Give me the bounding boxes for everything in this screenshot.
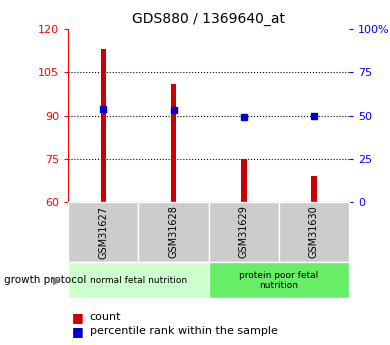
Bar (171, 84, 176, 202)
Text: percentile rank within the sample: percentile rank within the sample (90, 326, 278, 336)
Bar (241, 159, 246, 202)
Text: ■: ■ (72, 325, 84, 338)
Title: GDS880 / 1369640_at: GDS880 / 1369640_at (132, 11, 285, 26)
Text: GSM31629: GSM31629 (239, 206, 249, 258)
Text: GSM31628: GSM31628 (168, 206, 179, 258)
Text: protein poor fetal
nutrition: protein poor fetal nutrition (239, 270, 319, 290)
Text: GSM31627: GSM31627 (98, 206, 108, 258)
Text: ■: ■ (72, 311, 84, 324)
Text: ▶: ▶ (53, 275, 61, 285)
Bar (101, 49, 106, 202)
Text: normal fetal nutrition: normal fetal nutrition (90, 276, 187, 285)
Text: GSM31630: GSM31630 (309, 206, 319, 258)
Text: growth protocol: growth protocol (4, 275, 86, 285)
Text: count: count (90, 313, 121, 322)
Bar (311, 176, 317, 202)
